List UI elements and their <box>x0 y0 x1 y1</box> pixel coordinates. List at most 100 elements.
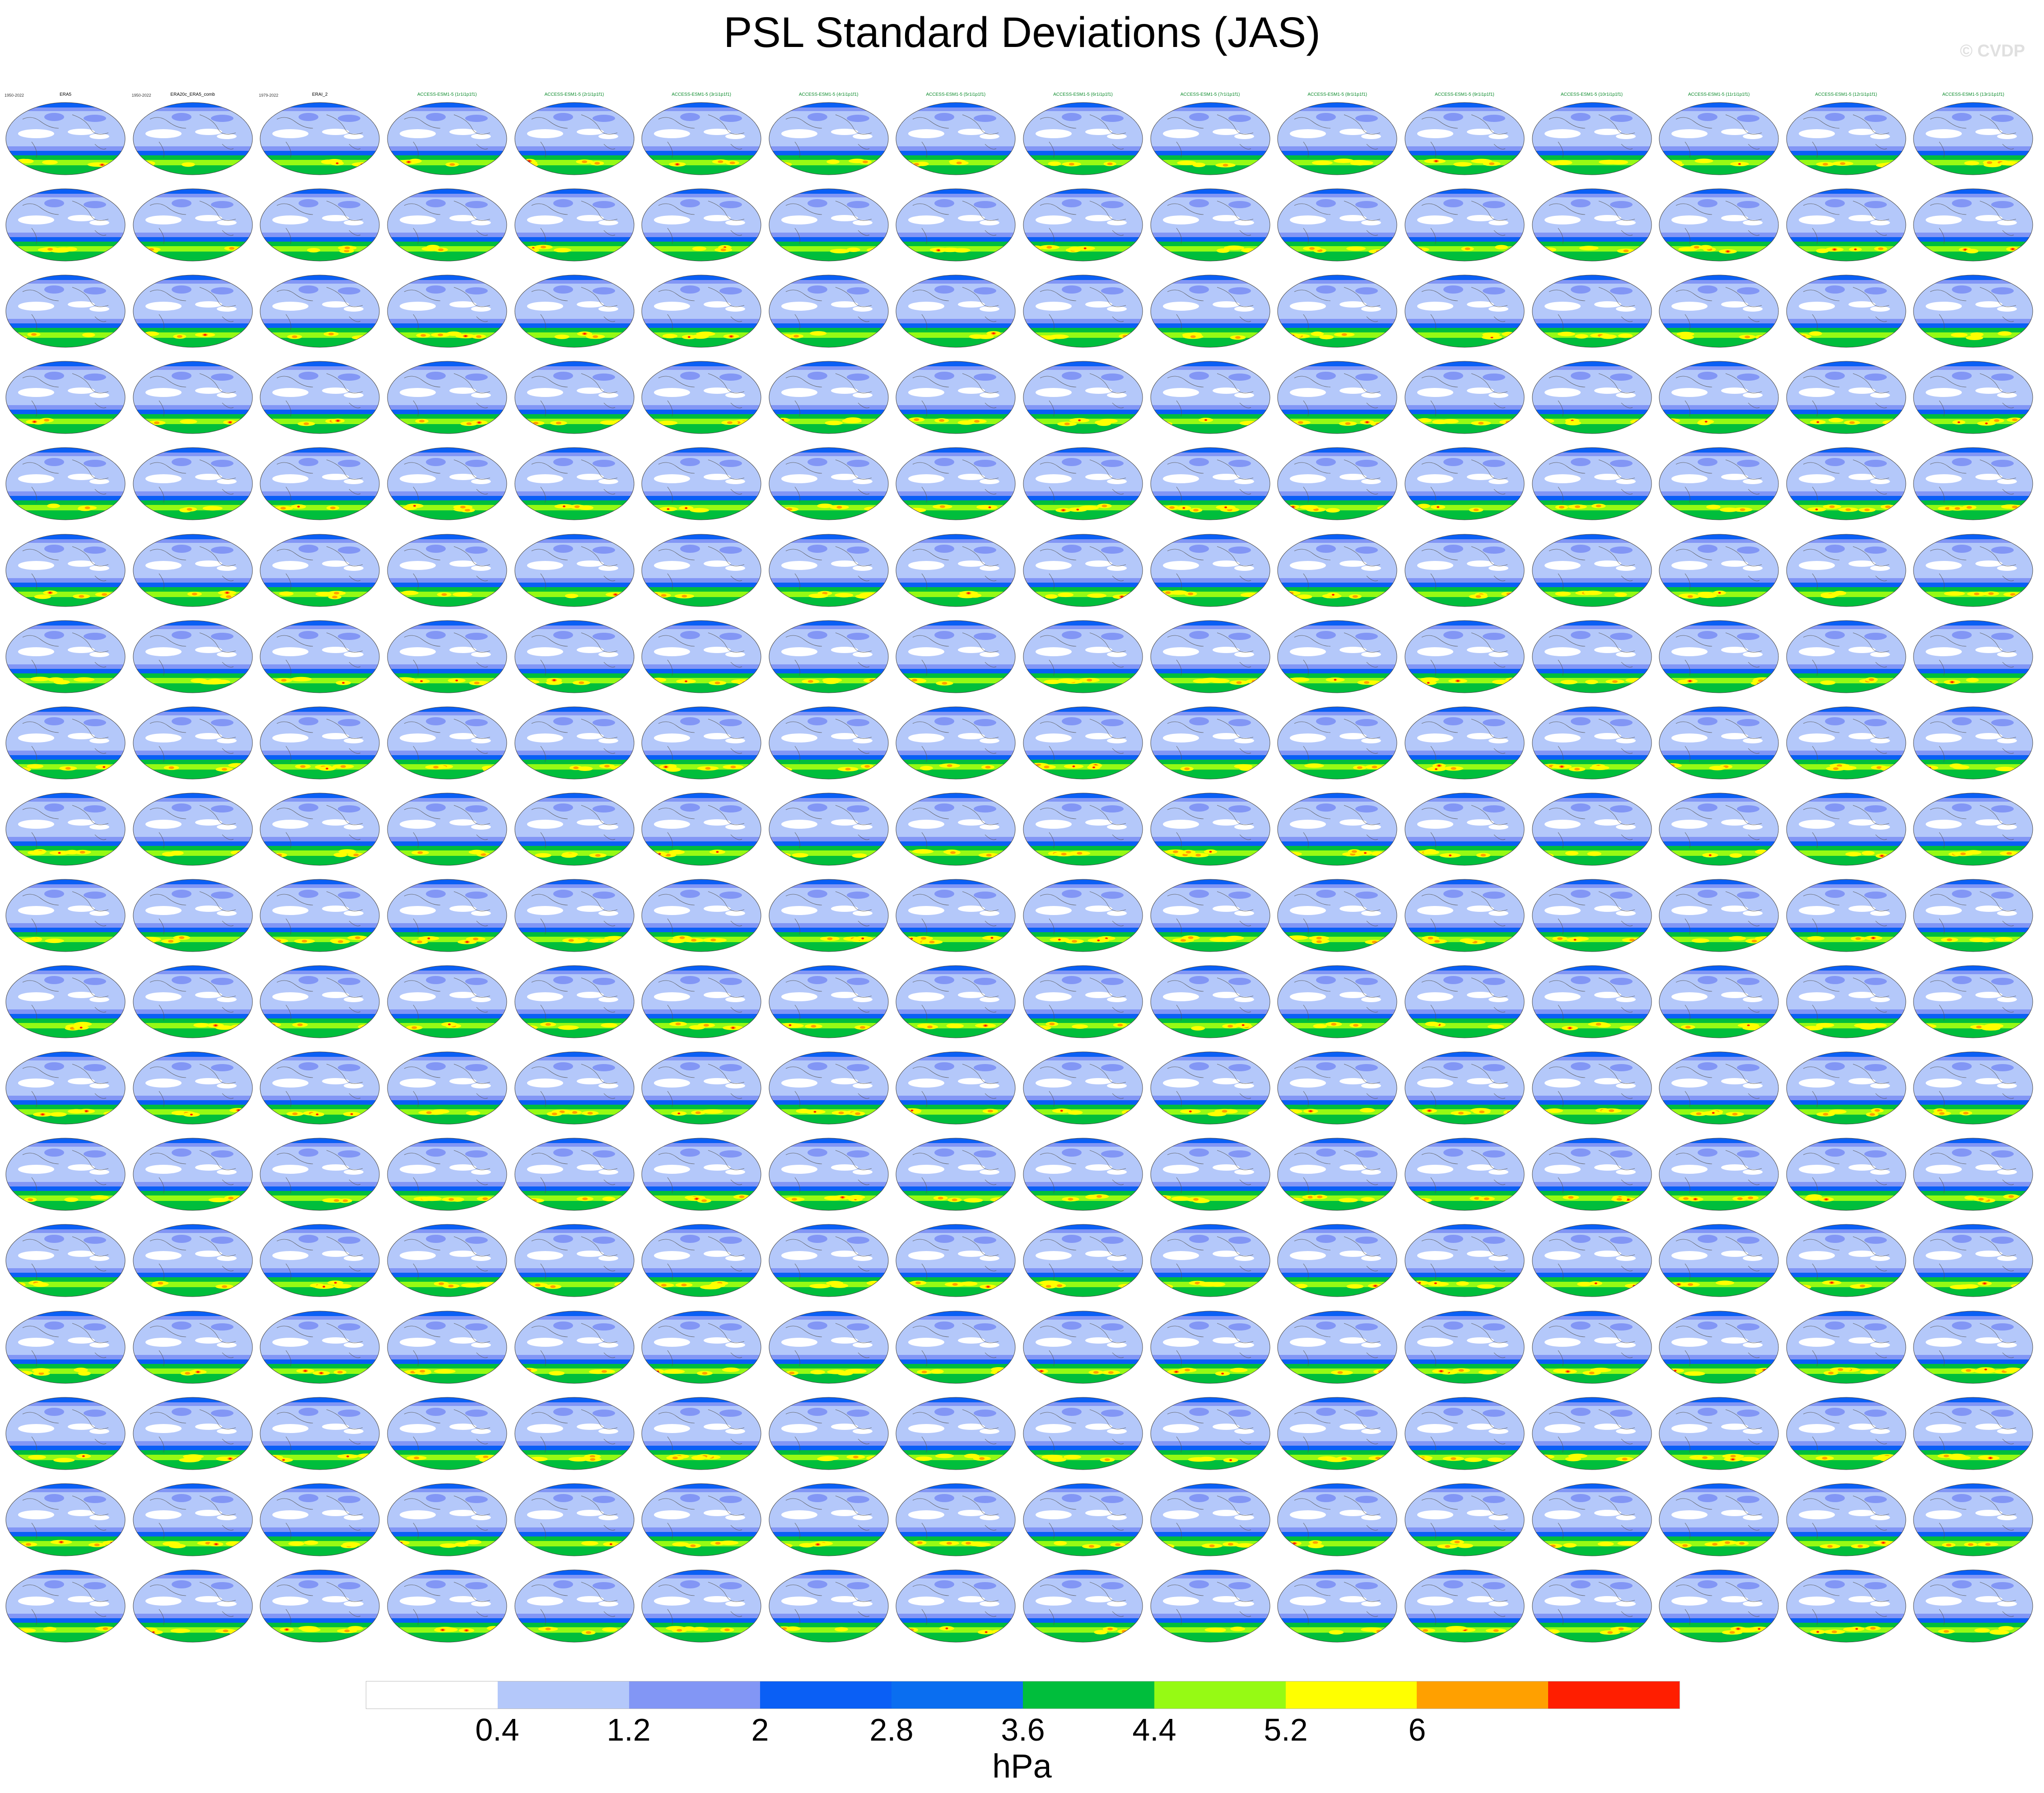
world-map <box>1277 620 1397 693</box>
map-panel <box>1149 953 1271 1039</box>
map-panel <box>1404 695 1526 780</box>
map-panel <box>5 1471 126 1557</box>
world-map <box>769 965 889 1038</box>
panel-title: ACCESS-ESM1-5 (8r1i1p1f1) <box>1307 92 1367 97</box>
map-panel <box>386 695 508 780</box>
panel-years: 1950-2022 <box>5 93 24 98</box>
world-map <box>1405 275 1525 348</box>
map-panel <box>1658 695 1780 780</box>
world-map <box>387 793 507 866</box>
map-panel <box>1276 781 1398 867</box>
map-panel <box>5 1558 126 1644</box>
world-map <box>260 534 380 607</box>
map-panel <box>513 1471 635 1557</box>
map-panel <box>513 435 635 521</box>
map-panel: ACCESS-ESM1-5 (7r1i1p1f1) <box>1149 90 1271 176</box>
colorbar-tick-label: 3.6 <box>1001 1712 1045 1747</box>
map-panel <box>513 608 635 694</box>
world-map <box>896 1397 1016 1470</box>
world-map <box>1405 965 1525 1038</box>
map-panel <box>259 1040 381 1125</box>
world-map <box>1532 1569 1652 1643</box>
world-map <box>5 102 126 175</box>
panel-title: ACCESS-ESM1-5 (13r1i1p1f1) <box>1942 92 2005 97</box>
map-panel <box>1022 781 1144 867</box>
map-panel <box>259 867 381 953</box>
world-map <box>387 1051 507 1125</box>
panel-title: ACCESS-ESM1-5 (4r1i1p1f1) <box>798 92 859 97</box>
world-map <box>514 1051 634 1125</box>
map-panel <box>895 1126 1017 1212</box>
map-panel <box>895 435 1017 521</box>
world-map <box>1913 1224 2033 1297</box>
world-map <box>1659 188 1779 261</box>
map-panel <box>1658 1126 1780 1212</box>
map-panel <box>1404 522 1526 608</box>
map-panel <box>1531 608 1653 694</box>
world-map <box>260 1224 380 1297</box>
world-map <box>1786 1569 1906 1643</box>
map-panel <box>1531 1212 1653 1298</box>
world-map <box>1150 620 1270 693</box>
world-map <box>1405 447 1525 520</box>
map-panel <box>132 695 254 780</box>
world-map <box>769 1483 889 1556</box>
map-panel <box>132 263 254 349</box>
map-panel <box>132 522 254 608</box>
map-panel <box>1022 867 1144 953</box>
map-panel <box>640 177 762 262</box>
world-map <box>1786 620 1906 693</box>
map-panel <box>259 953 381 1039</box>
world-map <box>769 188 889 261</box>
world-map <box>1405 188 1525 261</box>
world-map <box>896 706 1016 780</box>
world-map <box>1150 1483 1270 1556</box>
map-panel <box>132 867 254 953</box>
world-map <box>1913 447 2033 520</box>
map-panel <box>1912 953 2034 1039</box>
map-panel <box>132 177 254 262</box>
world-map <box>514 361 634 434</box>
map-panel <box>1785 1212 1907 1298</box>
map-panel: ACCESS-ESM1-5 (6r1i1p1f1) <box>1022 90 1144 176</box>
world-map <box>260 706 380 780</box>
panel-title: ERA5 <box>59 92 72 97</box>
map-panel <box>640 867 762 953</box>
world-map <box>1277 1224 1397 1297</box>
world-map <box>1659 361 1779 434</box>
map-panel <box>1785 781 1907 867</box>
colorbar-segment <box>1154 1681 1286 1709</box>
world-map <box>1659 534 1779 607</box>
world-map <box>5 361 126 434</box>
map-panel <box>386 1385 508 1471</box>
map-panel <box>768 695 890 780</box>
map-panel <box>132 1126 254 1212</box>
world-map <box>1532 879 1652 952</box>
world-map <box>1023 879 1143 952</box>
world-map <box>1659 1483 1779 1556</box>
world-map <box>133 275 253 348</box>
world-map <box>641 1224 761 1297</box>
map-panel <box>895 695 1017 780</box>
map-panel <box>1149 1126 1271 1212</box>
world-map <box>1659 102 1779 175</box>
map-panel <box>259 1471 381 1557</box>
world-map <box>1405 1224 1525 1297</box>
map-panel <box>640 349 762 435</box>
colorbar-segment <box>760 1681 892 1709</box>
map-panel <box>1531 781 1653 867</box>
map-panel <box>1404 953 1526 1039</box>
map-panel <box>1912 522 2034 608</box>
map-panel <box>1531 1040 1653 1125</box>
map-panel <box>259 1558 381 1644</box>
world-map <box>641 447 761 520</box>
world-map <box>514 447 634 520</box>
world-map <box>1405 620 1525 693</box>
colorbar-tick-labels: 0.4 1.2 2 2.8 3.6 4.4 5.2 6 <box>0 1712 2044 1752</box>
map-panel <box>1785 1471 1907 1557</box>
world-map <box>514 620 634 693</box>
map-panel <box>640 1471 762 1557</box>
world-map <box>769 1051 889 1125</box>
world-map <box>896 1138 1016 1211</box>
world-map <box>1786 965 1906 1038</box>
